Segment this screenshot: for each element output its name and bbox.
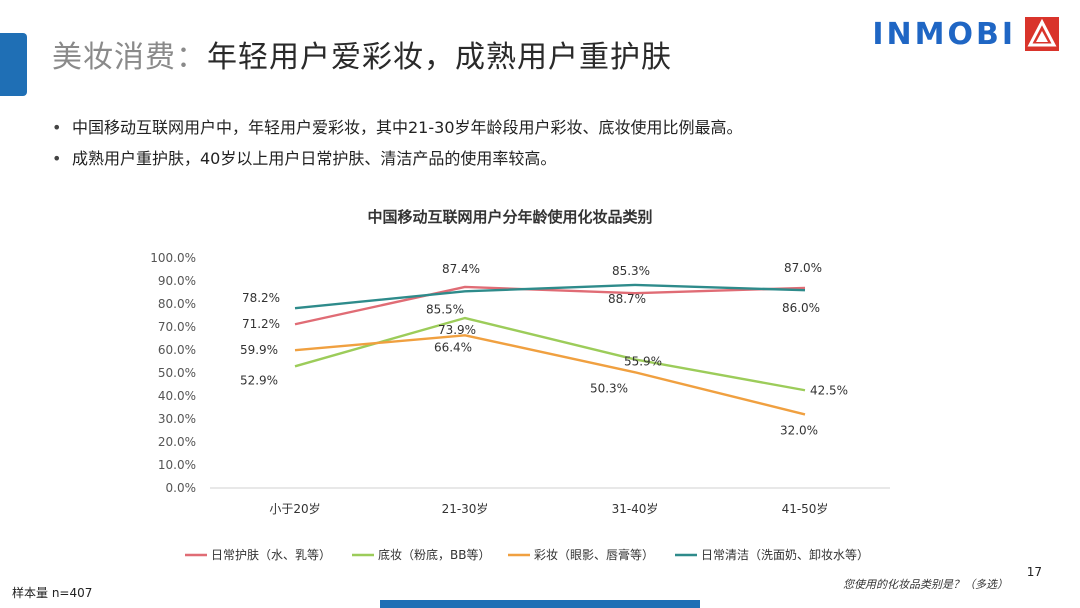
y-tick-label: 70.0% bbox=[158, 320, 196, 334]
left-accent-bar bbox=[0, 33, 27, 96]
question-note: 您使用的化妆品类别是？（多选） bbox=[843, 578, 1008, 591]
inmobi-logo: INMOBI bbox=[872, 16, 1060, 52]
x-tick-label: 41-50岁 bbox=[782, 501, 829, 516]
sample-size: 样本量 n=407 bbox=[12, 586, 93, 600]
legend-label: 日常清洁（洗面奶、卸妆水等） bbox=[701, 547, 869, 562]
slide-title-part2: 年轻用户爱彩妆，成熟用户重护肤 bbox=[207, 40, 672, 75]
data-label: 88.7% bbox=[608, 292, 646, 306]
bullet-item: 成熟用户重护肤，40岁以上用户日常护肤、清洁产品的使用率较高。 bbox=[52, 143, 743, 174]
data-label: 50.3% bbox=[590, 381, 628, 395]
legend-label: 彩妆（眼影、唇膏等） bbox=[534, 547, 654, 562]
series-line bbox=[294, 285, 806, 326]
legend-label: 日常护肤（水、乳等） bbox=[211, 547, 331, 562]
page-number: 17 bbox=[1026, 565, 1042, 579]
y-tick-label: 90.0% bbox=[158, 274, 196, 288]
y-tick-label: 100.0% bbox=[150, 251, 196, 265]
data-label: 73.9% bbox=[438, 323, 476, 337]
y-tick-label: 10.0% bbox=[158, 458, 196, 472]
logo-mark-icon bbox=[1025, 17, 1059, 51]
x-tick-label: 小于20岁 bbox=[269, 501, 320, 516]
y-tick-label: 0.0% bbox=[166, 481, 197, 495]
data-label: 59.9% bbox=[240, 343, 278, 357]
data-label: 32.0% bbox=[780, 423, 818, 437]
series-line bbox=[294, 283, 806, 310]
bottom-accent-bar bbox=[380, 600, 700, 608]
legend-label: 底妆（粉底，BB等） bbox=[378, 547, 490, 562]
x-tick-label: 31-40岁 bbox=[612, 501, 659, 516]
data-label: 87.0% bbox=[784, 261, 822, 275]
data-label: 55.9% bbox=[624, 354, 662, 368]
data-label: 85.3% bbox=[612, 264, 650, 278]
data-label: 85.5% bbox=[426, 302, 464, 316]
y-tick-label: 80.0% bbox=[158, 297, 196, 311]
y-tick-label: 30.0% bbox=[158, 412, 196, 426]
bullet-list: 中国移动互联网用户中，年轻用户爱彩妆，其中21-30岁年龄段用户彩妆、底妆使用比… bbox=[52, 112, 743, 174]
data-label: 71.2% bbox=[242, 317, 280, 331]
data-label: 86.0% bbox=[782, 301, 820, 315]
y-tick-label: 60.0% bbox=[158, 343, 196, 357]
y-tick-label: 50.0% bbox=[158, 366, 196, 380]
y-tick-label: 20.0% bbox=[158, 435, 196, 449]
chart-title: 中国移动互联网用户分年龄使用化妆品类别 bbox=[367, 208, 652, 226]
series-line bbox=[294, 334, 806, 416]
data-label: 78.2% bbox=[242, 291, 280, 305]
slide-title: 美妆消费：年轻用户爱彩妆，成熟用户重护肤 bbox=[52, 32, 672, 76]
data-label: 42.5% bbox=[810, 383, 848, 397]
slide-title-part1: 美妆消费： bbox=[52, 40, 207, 75]
x-tick-label: 21-30岁 bbox=[442, 501, 489, 516]
data-label: 66.4% bbox=[434, 340, 472, 354]
logo-text: INMOBI bbox=[872, 16, 1016, 52]
data-label: 52.9% bbox=[240, 373, 278, 387]
y-tick-label: 40.0% bbox=[158, 389, 196, 403]
bullet-item: 中国移动互联网用户中，年轻用户爱彩妆，其中21-30岁年龄段用户彩妆、底妆使用比… bbox=[52, 112, 743, 143]
data-label: 87.4% bbox=[442, 262, 480, 276]
